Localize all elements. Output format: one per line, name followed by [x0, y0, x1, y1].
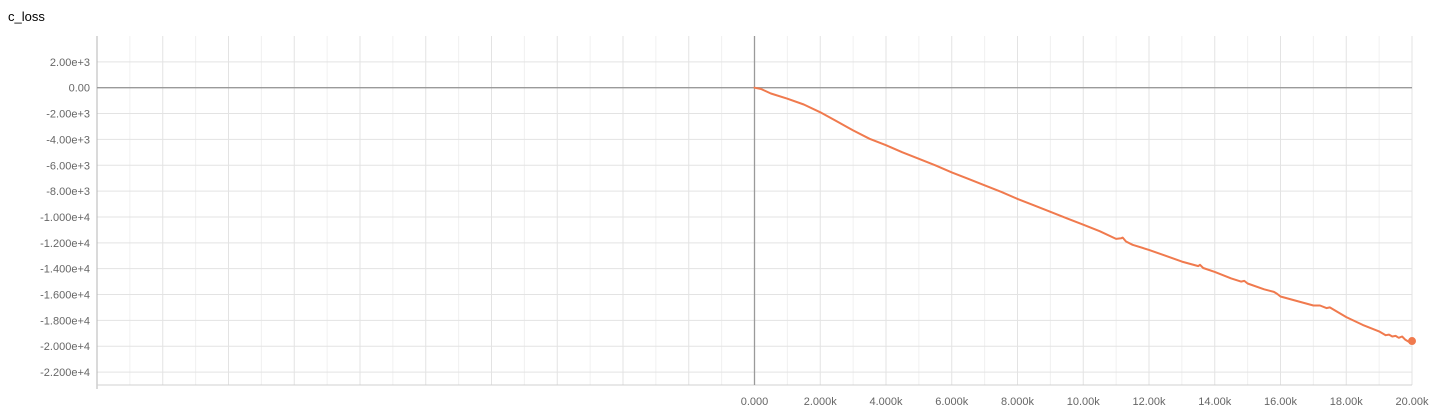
x-tick-label: 10.00k [1067, 396, 1101, 408]
y-tick-label: 2.00e+3 [50, 57, 90, 69]
grid [96, 36, 1413, 385]
chart-title: c_loss [8, 9, 45, 24]
y-tick-label: -2.200e+4 [40, 367, 90, 379]
x-tick-label: 16.00k [1264, 396, 1298, 408]
y-tick-label: 0.00 [69, 83, 90, 95]
x-tick-label: 6.000k [935, 396, 969, 408]
y-tick-label: -1.400e+4 [40, 264, 90, 276]
x-tick-label: 8.000k [1001, 396, 1035, 408]
x-tick-label: 0.000 [741, 396, 769, 408]
y-tick-label: -2.00e+3 [46, 109, 90, 121]
y-tick-label: -1.000e+4 [40, 212, 90, 224]
y-tick-label: -1.200e+4 [40, 238, 90, 250]
y-tick-label: -4.00e+3 [46, 134, 90, 146]
y-tick-label: -1.600e+4 [40, 290, 90, 302]
x-tick-label: 4.000k [869, 396, 903, 408]
y-tick-label: -1.800e+4 [40, 315, 90, 327]
x-tick-label: 12.00k [1132, 396, 1166, 408]
tick-labels: 2.00e+3 0.00 -2.00e+3 -4.00e+3 -6.00e+3 -8.00… [40, 57, 1429, 408]
y-tick-label: -2.000e+4 [40, 341, 90, 353]
series-layer [753, 86, 1416, 346]
last-point-marker [1408, 337, 1416, 346]
x-tick-label: 2.000k [804, 396, 838, 408]
y-tick-label: -8.00e+3 [46, 186, 90, 198]
x-tick-label: 20.00k [1395, 396, 1429, 408]
x-tick-label: 18.00k [1330, 396, 1364, 408]
series-line [753, 86, 1413, 343]
y-tick-label: -6.00e+3 [46, 160, 90, 172]
x-tick-label: 14.00k [1198, 396, 1232, 408]
